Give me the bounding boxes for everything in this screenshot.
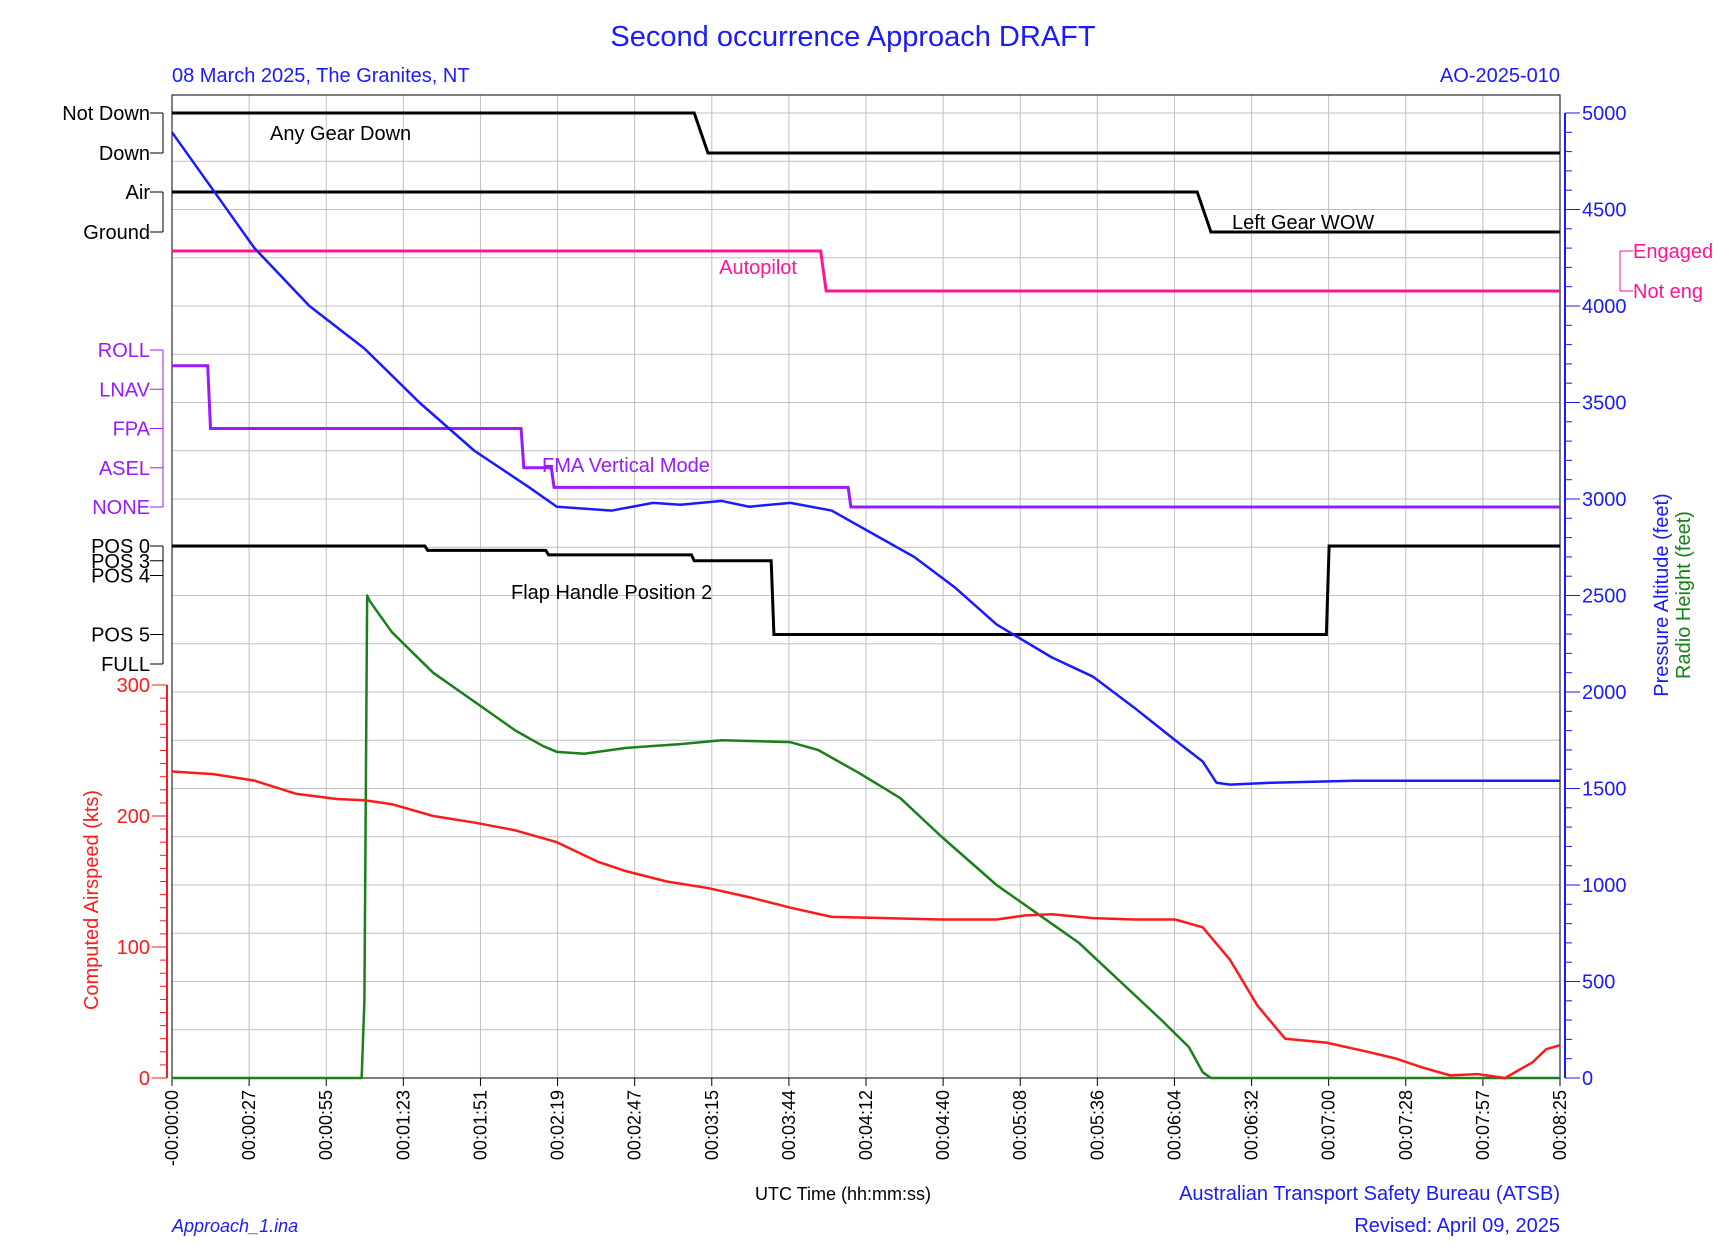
right-axis-title-radio: Radio Height (feet): [1673, 511, 1695, 679]
right-axis-tick-label: 2000: [1582, 682, 1627, 704]
discrete-trace: [172, 364, 1560, 509]
x-tick-label: 00:00:27: [239, 1090, 259, 1160]
chart-subtitle-left: 08 March 2025, The Granites, NT: [172, 65, 470, 87]
discrete-param-label: Flap Handle Position 2: [511, 582, 712, 604]
right-axis-tick-label: 500: [1582, 972, 1615, 994]
left-axis-tick-label: 100: [117, 937, 150, 959]
discrete-trace: [172, 111, 1560, 155]
x-tick-label: 00:01:23: [393, 1090, 413, 1160]
file-name-label: Approach_1.ina: [171, 1216, 298, 1236]
discrete-param-label: Left Gear WOW: [1232, 212, 1374, 234]
discrete-param-label: Autopilot: [719, 257, 797, 279]
state-label: POS 4: [91, 566, 150, 588]
chart-title: Second occurrence Approach DRAFT: [610, 21, 1095, 53]
discrete-trace: [172, 249, 1560, 293]
right-axis-tick-label: 4000: [1582, 296, 1627, 318]
discrete-param-left-gear-wow: Air Ground Left Gear WOW: [83, 182, 1560, 244]
grid-lines: [171, 95, 1561, 1079]
x-tick-label: 00:02:47: [625, 1090, 645, 1160]
x-tick-label: 00:08:25: [1550, 1090, 1570, 1160]
left-axis-tick-label: 300: [117, 675, 150, 697]
state-label: POS 0: [91, 536, 150, 558]
right-axis-tick-label: 4500: [1582, 200, 1627, 222]
revised-label: Revised: April 09, 2025: [1354, 1215, 1560, 1237]
state-label: POS 5: [91, 625, 150, 647]
state-label: Engaged: [1633, 241, 1713, 263]
x-tick-label: 00:00:55: [316, 1090, 336, 1160]
state-label: ASEL: [99, 458, 150, 480]
x-tick-label: 00:02:19: [548, 1090, 568, 1160]
discrete-param-autopilot: Engaged Not eng Autopilot: [172, 241, 1713, 303]
right-axis-tick-label: 5000: [1582, 103, 1627, 125]
left-axis-tick-label: 200: [117, 806, 150, 828]
state-label: Ground: [83, 222, 150, 244]
x-tick-label: 00:07:57: [1473, 1090, 1493, 1160]
right-axis-tick-label: 0: [1582, 1068, 1593, 1090]
x-tick-label: 00:03:15: [702, 1090, 722, 1160]
state-label: LNAV: [99, 379, 150, 401]
state-label: FULL: [101, 654, 150, 676]
series-line-radio-height-feet-: [172, 594, 1560, 1080]
x-tick-label: 00:07:28: [1396, 1090, 1416, 1160]
state-label: FPA: [113, 419, 151, 441]
discrete-trace: [172, 544, 1560, 636]
state-label: ROLL: [98, 340, 150, 362]
discrete-param-fma-vertical-mode: ROLL LNAV FPA ASEL NONE FMA Vertical Mode: [92, 340, 1560, 519]
discrete-parameters: Not Down Down Any Gear Down Air Ground Left G…: [62, 103, 1713, 676]
x-tick-label: 00:07:00: [1319, 1090, 1339, 1160]
left-axis-title: Computed Airspeed (kts): [81, 790, 103, 1010]
right-axis-tick-label: 3500: [1582, 393, 1627, 415]
x-tick-label: 00:05:36: [1087, 1090, 1107, 1160]
right-axis-tick-label: 3000: [1582, 489, 1627, 511]
x-axis-title: UTC Time (hh:mm:ss): [755, 1184, 931, 1204]
discrete-param-label: Any Gear Down: [270, 123, 411, 145]
discrete-trace: [172, 190, 1560, 234]
series-line-pressure-altitude-feet-: [170, 131, 1560, 786]
right-axis-tick-label: 1000: [1582, 875, 1627, 897]
left-axis-tick-label: 0: [139, 1068, 150, 1090]
x-tick-label: 00:06:04: [1164, 1090, 1184, 1160]
state-label: Not eng: [1633, 281, 1703, 303]
x-tick-label: 00:04:40: [933, 1090, 953, 1160]
x-tick-label: -00:00:00: [162, 1090, 182, 1166]
x-tick-label: 00:05:08: [1010, 1090, 1030, 1160]
state-label: POS 3: [91, 551, 150, 573]
right-axis-title-pressure: Pressure Altitude (feet): [1651, 493, 1673, 696]
discrete-param-label: FMA Vertical Mode: [542, 455, 710, 477]
state-label: Not Down: [62, 103, 150, 125]
x-tick-label: 00:06:32: [1242, 1090, 1262, 1160]
right-axis-tick-label: 1500: [1582, 779, 1627, 801]
x-tick-label: 00:04:12: [856, 1090, 876, 1160]
continuous-series: [170, 131, 1561, 1080]
chart-subtitle-right: AO-2025-010: [1440, 65, 1560, 87]
state-label: Air: [126, 182, 151, 204]
state-label: Down: [99, 143, 150, 165]
axes: -00:00:00 00:00:27 00:00:55 00:01:23 00:01:5…: [117, 103, 1627, 1166]
discrete-param-any-gear-down: Not Down Down Any Gear Down: [62, 103, 1560, 165]
state-label: NONE: [92, 497, 150, 519]
x-tick-label: 00:03:44: [779, 1090, 799, 1160]
organization-label: Australian Transport Safety Bureau (ATSB…: [1179, 1183, 1560, 1205]
series-line-computed-airspeed-kts-: [171, 770, 1561, 1080]
x-tick-label: 00:01:51: [470, 1090, 490, 1160]
right-axis-tick-label: 2500: [1582, 586, 1627, 608]
